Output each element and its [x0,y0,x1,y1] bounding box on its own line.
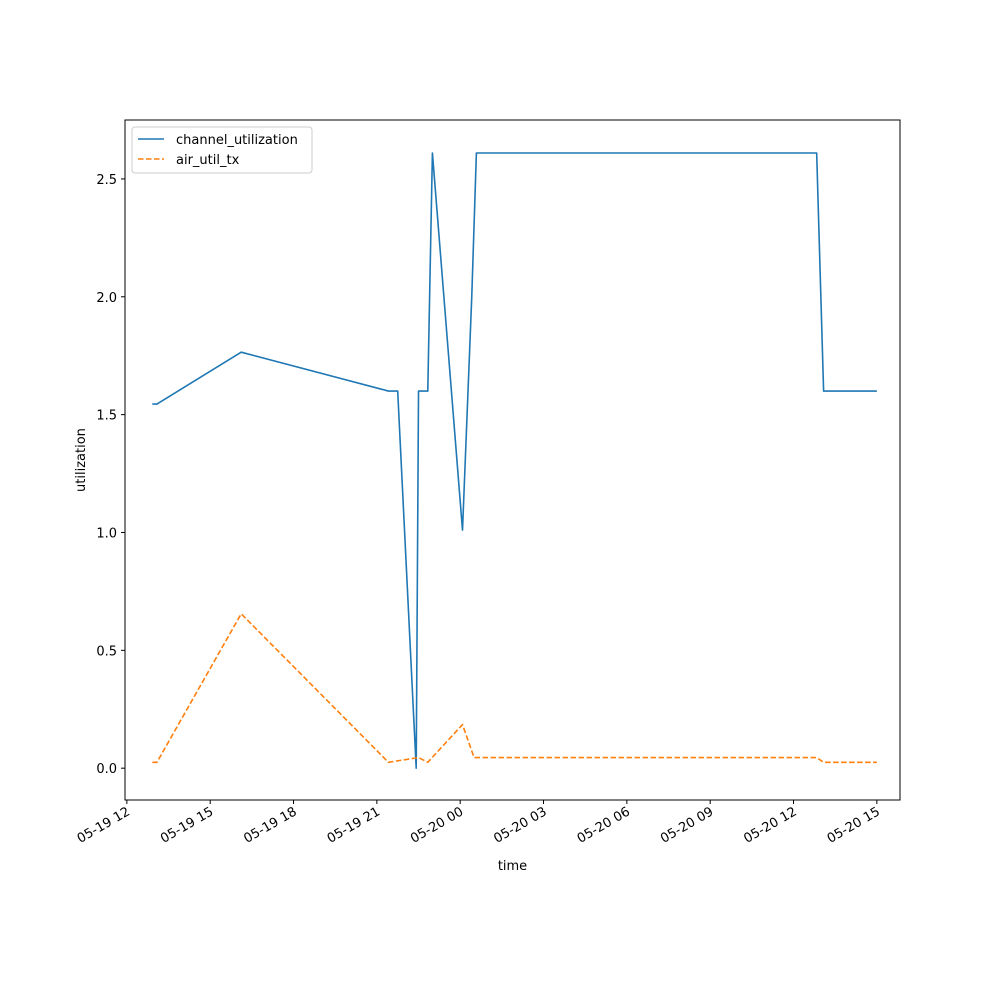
y-axis-label: utilization [74,428,89,492]
legend-label-channel-utilization: channel_utilization [176,133,298,148]
series-layer [152,152,877,769]
legend: channel_utilization air_util_tx [131,126,313,174]
y-tick-label: 0.0 [96,762,117,777]
legend-label-air-util-tx: air_util_tx [176,153,240,168]
plot-frame [124,119,901,801]
y-axis: 0.0 0.5 1.0 1.5 2.0 2.5 [96,173,125,777]
y-tick-label: 1.0 [96,526,117,541]
legend-box [131,126,313,174]
series-line-air-util-tx [152,612,877,764]
y-tick-label: 2.5 [96,173,117,188]
y-tick-label: 1.5 [96,409,117,424]
y-tick-label: 0.5 [96,644,117,659]
x-axis-label: time [498,859,527,874]
series-line-channel-utilization [152,152,877,769]
y-tick-label: 2.0 [96,291,117,306]
